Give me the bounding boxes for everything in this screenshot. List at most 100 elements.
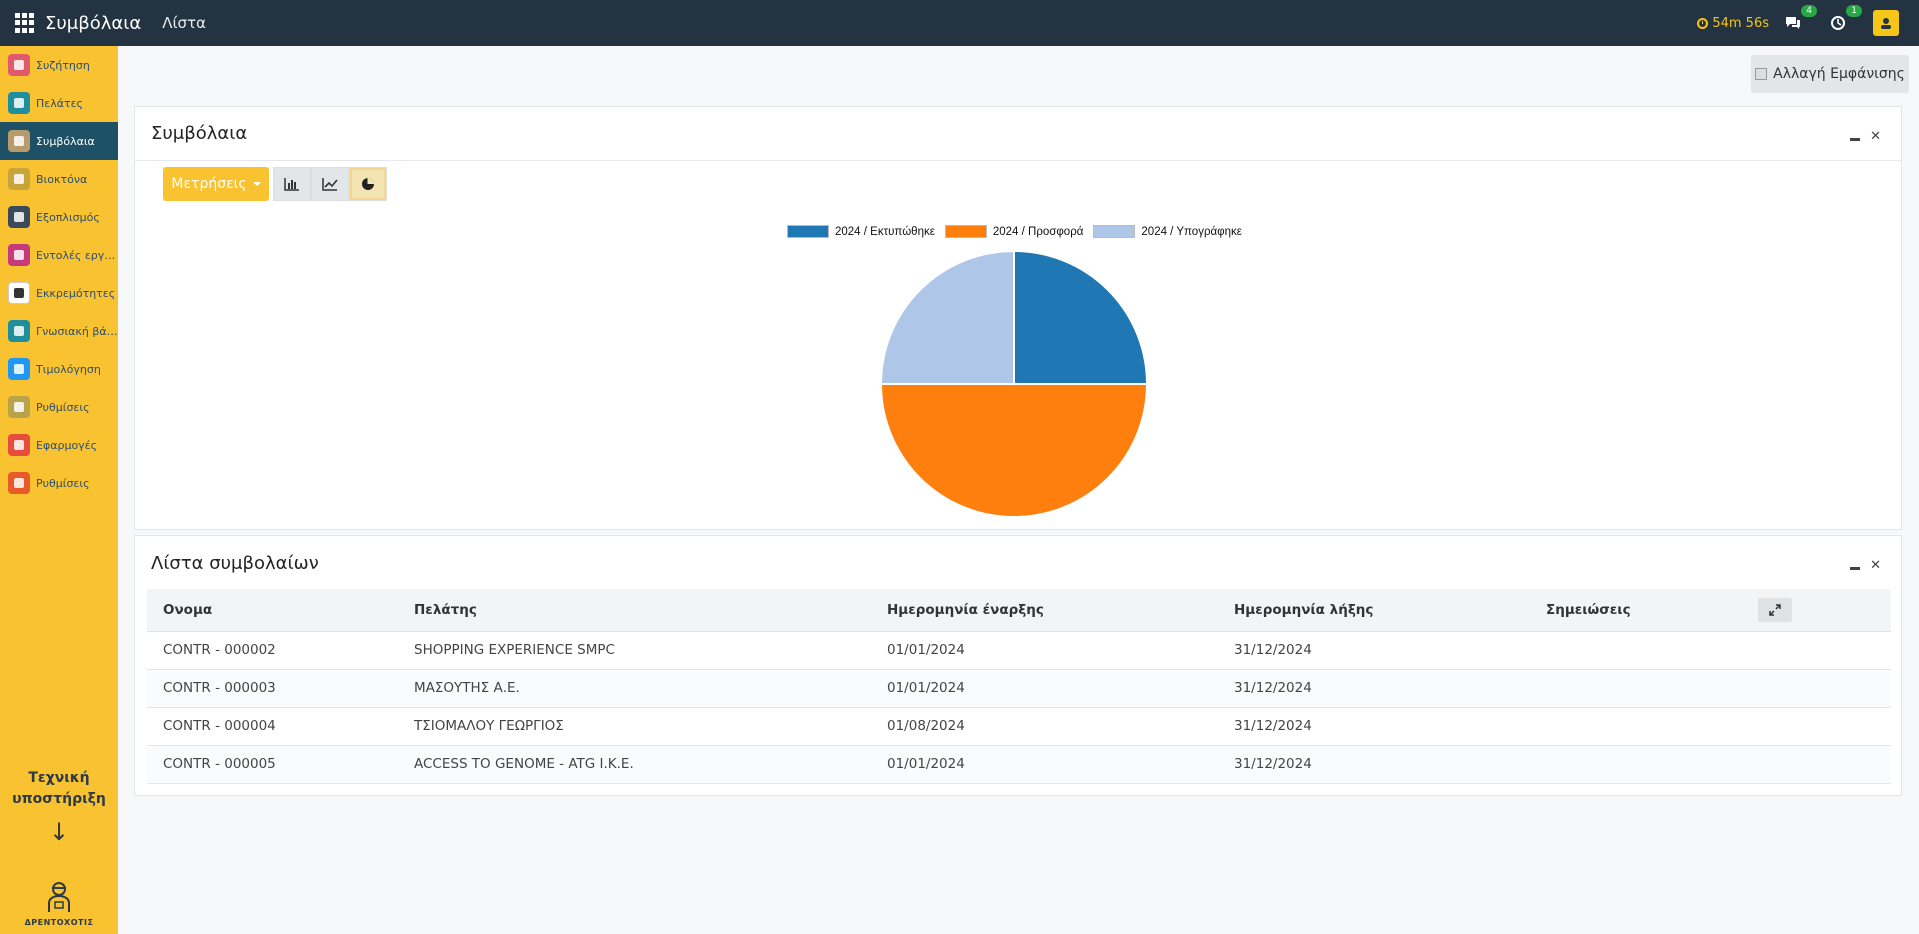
legend-swatch	[787, 225, 829, 238]
cell-start-date: 01/08/2024	[887, 707, 1234, 746]
session-timer[interactable]: 54m 56s	[1697, 16, 1769, 31]
apps-menu-icon[interactable]	[15, 13, 35, 33]
tools-icon	[8, 206, 30, 228]
sidebar-item-label: Γνωσιακή βάση	[36, 324, 118, 338]
sidebar-item-users[interactable]: Πελάτες	[0, 84, 118, 122]
sidebar-item-book[interactable]: Γνωσιακή βάση	[0, 312, 118, 350]
measures-dropdown[interactable]: Μετρήσεις	[163, 167, 269, 201]
minimize-icon[interactable]	[1850, 137, 1861, 141]
pie-chart-button[interactable]	[349, 167, 387, 201]
pie-chart-icon	[362, 178, 374, 190]
expand-button[interactable]	[1758, 597, 1792, 622]
sidebar-item-pen[interactable]: Εκκρεμότητες	[0, 274, 118, 312]
caret-down-icon	[252, 182, 261, 186]
change-appearance-button[interactable]: Αλλαγή Εμφάνισης	[1751, 55, 1909, 93]
sidebar-item-gear[interactable]: Ρυθμίσεις	[0, 388, 118, 426]
table-header-row: Ονομα Πελάτης Ημερομηνία έναρξης Ημερομη…	[147, 589, 1891, 631]
sidebar-item-chat[interactable]: Συζήτηση	[0, 46, 118, 84]
sidebar-item-label: Βιοκτόνα	[36, 172, 88, 186]
cell-customer: ACCESS TO GENOME - ATG I.K.E.	[414, 745, 887, 784]
menu-link-list[interactable]: Λίστα	[162, 14, 206, 32]
expand-column	[1758, 589, 1891, 631]
close-icon[interactable]: ✕	[1870, 129, 1881, 144]
sidebar-item-label: Εφαρμογές	[36, 438, 98, 452]
cell-empty	[1758, 707, 1891, 746]
top-navbar: Συμβόλαια Λίστα 54m 56s 4 1	[0, 0, 1919, 46]
support-line-1: Τεχνική	[28, 770, 90, 786]
sidebar-item-invoice[interactable]: Τιμολόγηση	[0, 350, 118, 388]
tech-support-label[interactable]: Τεχνική υποστήριξη	[0, 768, 118, 810]
sidebar-item-bug[interactable]: Βιοκτόνα	[0, 160, 118, 198]
measures-label: Μετρήσεις	[171, 176, 247, 192]
pie-slice[interactable]	[879, 383, 1149, 518]
bar-chart-button[interactable]	[273, 167, 311, 201]
line-chart-icon	[322, 178, 338, 191]
sidebar-item-label: Συμβόλαια	[36, 134, 95, 148]
chat-icon	[8, 54, 30, 76]
pie-slice[interactable]	[1013, 249, 1149, 385]
column-header-name[interactable]: Ονομα	[163, 601, 213, 618]
activities-button[interactable]: 1	[1828, 5, 1862, 33]
timer-value: 54m 56s	[1712, 15, 1769, 31]
minimize-icon[interactable]	[1850, 566, 1861, 570]
workorder-icon	[8, 244, 30, 266]
legend-item[interactable]: 2024 / Υπογράφηκε	[1093, 225, 1242, 238]
cell-notes	[1546, 669, 1758, 708]
list-panel: Λίστα συμβολαίων ✕ Ονομα Πελάτης Ημερομη…	[134, 535, 1902, 796]
chat-bubbles-icon	[1786, 17, 1800, 29]
chart-panel-title: Συμβόλαια	[151, 123, 248, 144]
legend-item[interactable]: 2024 / Εκτυπώθηκε	[787, 225, 935, 238]
cell-name: CONTR - 000004	[147, 707, 414, 746]
sidebar-item-workorder[interactable]: Εντολές εργασίας	[0, 236, 118, 274]
messages-badge: 4	[1801, 5, 1817, 17]
cell-customer: ΜΑΣΟΥΤΗΣ Α.Ε.	[414, 669, 887, 708]
legend-label: 2024 / Υπογράφηκε	[1141, 225, 1242, 238]
sidebar-item-contract[interactable]: Συμβόλαια	[0, 122, 118, 160]
systray: 54m 56s 4 1	[1697, 0, 1919, 46]
table-row[interactable]: CONTR - 000003 ΜΑΣΟΥΤΗΣ Α.Ε. 01/01/2024 31/…	[147, 669, 1891, 708]
pie-slice[interactable]	[879, 249, 1015, 385]
users-icon	[8, 92, 30, 114]
contract-icon	[8, 130, 30, 152]
sidebar-item-tools[interactable]: Εξοπλισμός	[0, 198, 118, 236]
cell-end-date: 31/12/2024	[1234, 669, 1546, 708]
line-chart-button[interactable]	[311, 167, 349, 201]
legend-item[interactable]: 2024 / Προσφορά	[944, 225, 1084, 238]
arrow-down-icon: ↓	[48, 818, 70, 846]
legend-label: 2024 / Προσφορά	[992, 225, 1084, 238]
sidebar-item-label: Ρυθμίσεις	[36, 476, 90, 490]
sidebar-item-label: Ρυθμίσεις	[36, 400, 90, 414]
cell-notes	[1546, 707, 1758, 746]
legend-label: 2024 / Εκτυπώθηκε	[835, 225, 935, 238]
column-header-start-date[interactable]: Ημερομηνία έναρξης	[887, 601, 1044, 618]
cell-end-date: 31/12/2024	[1234, 631, 1546, 670]
sidebar-item-apps-color[interactable]: Εφαρμογές	[0, 426, 118, 464]
clock-icon	[1697, 17, 1709, 29]
expand-icon	[1769, 604, 1781, 616]
sidebar-item-label: Εντολές εργασίας	[36, 248, 118, 262]
pen-icon	[8, 282, 30, 304]
table-row[interactable]: CONTR - 000005 ACCESS TO GENOME - ATG I.K…	[147, 745, 1891, 784]
worker-logo-icon	[48, 882, 70, 912]
column-header-notes[interactable]: Σημειώσεις	[1546, 601, 1631, 618]
sidebar: Συζήτηση Πελάτες Συμβόλαια Βιοκτόνα Εξοπλισμ…	[0, 46, 118, 934]
table-row[interactable]: CONTR - 000004 ΤΣΙΟΜΑΛΟΥ ΓΕΩΡΓΙΟΣ 01/08/20…	[147, 707, 1891, 746]
column-header-end-date[interactable]: Ημερομηνία λήξης	[1234, 601, 1374, 618]
gear-icon	[8, 396, 30, 418]
messages-button[interactable]: 4	[1783, 5, 1817, 33]
table-row[interactable]: CONTR - 000002 SHOPPING EXPERIENCE SMPC 01…	[147, 631, 1891, 670]
company-logo: ΔΡΕΝΤΟΧΟΤΙΣ	[18, 878, 100, 930]
user-avatar[interactable]	[1873, 10, 1899, 36]
sidebar-item-label: Συζήτηση	[36, 58, 90, 72]
book-icon	[8, 320, 30, 342]
app-title[interactable]: Συμβόλαια	[45, 12, 142, 34]
cell-empty	[1758, 631, 1891, 670]
cell-notes	[1546, 745, 1758, 784]
bar-chart-icon	[284, 178, 299, 191]
sidebar-item-label: Εξοπλισμός	[36, 210, 100, 224]
column-header-customer[interactable]: Πελάτης	[414, 601, 477, 618]
cell-empty	[1758, 669, 1891, 708]
close-icon[interactable]: ✕	[1870, 558, 1881, 573]
sidebar-item-odoo-settings[interactable]: Ρυθμίσεις	[0, 464, 118, 502]
appearance-checkbox[interactable]	[1755, 68, 1768, 80]
